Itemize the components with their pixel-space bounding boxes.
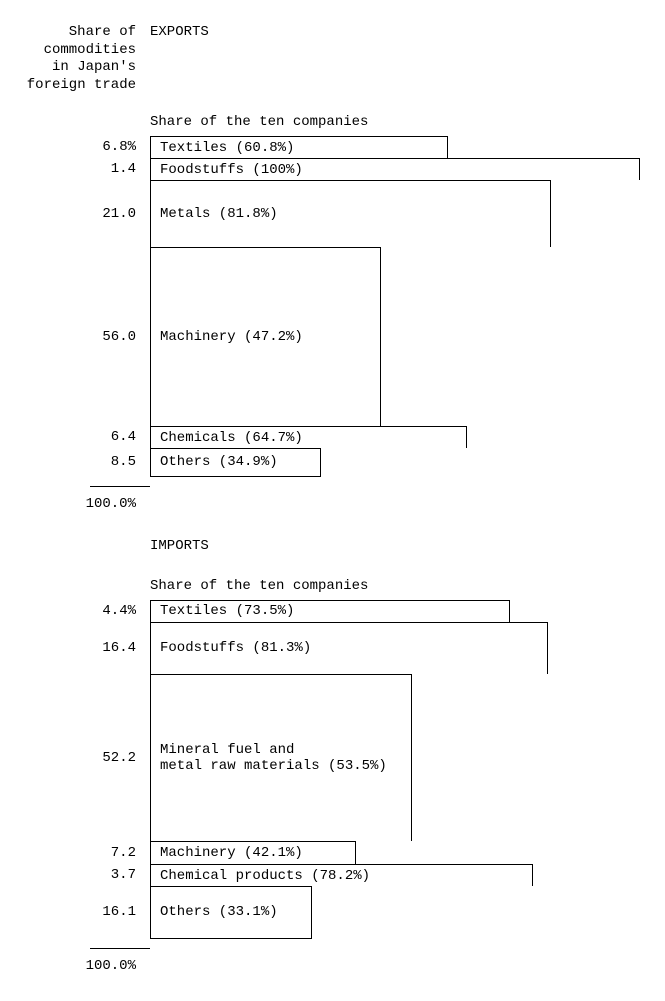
- bar: Others (33.1%): [150, 886, 312, 938]
- bar: Others (34.9%): [150, 448, 321, 475]
- chart-row: 3.7: [0, 864, 150, 886]
- header-row: Share of commodities in Japan's foreign …: [0, 24, 657, 94]
- bar: Mineral fuel and metal raw materials (53…: [150, 674, 412, 841]
- trade-share-column: 6.8%1.421.056.06.48.5: [0, 136, 150, 476]
- trade-share-label: 3.7: [0, 864, 150, 886]
- imports-bars: 4.4%16.452.27.23.716.1Textiles (73.5%)Fo…: [0, 600, 657, 938]
- section-rows-wrap: 4.4%16.452.27.23.716.1Textiles (73.5%)Fo…: [0, 600, 657, 938]
- chart-row: 52.2: [0, 674, 150, 841]
- trade-share-column: 4.4%16.452.27.23.716.1: [0, 600, 150, 938]
- trade-share-label: 6.4: [0, 426, 150, 448]
- chart-root: Share of commodities in Japan's foreign …: [0, 0, 665, 974]
- chart-row: 56.0: [0, 247, 150, 426]
- chart-row: 16.1: [0, 886, 150, 938]
- bars-bottom-border: [150, 476, 321, 477]
- exports-subtitle: Share of the ten companies: [150, 114, 368, 130]
- bar: Foodstuffs (100%): [150, 158, 640, 180]
- chart-row: 4.4%: [0, 600, 150, 622]
- bar: Machinery (47.2%): [150, 247, 381, 426]
- section-title-imports: IMPORTS: [150, 538, 209, 554]
- chart-row: 7.2: [0, 841, 150, 864]
- chart-row: 6.4: [0, 426, 150, 448]
- bar: Textiles (73.5%): [150, 600, 510, 622]
- trade-share-label: 4.4%: [0, 600, 150, 622]
- spacer: [0, 538, 150, 554]
- imports-subtitle-row: Share of the ten companies: [0, 578, 657, 600]
- exports-total-row: 100.0%: [0, 496, 657, 512]
- chart-row: 8.5: [0, 448, 150, 475]
- bars-bottom-border: [150, 938, 312, 939]
- chart-row: 1.4: [0, 158, 150, 180]
- trade-share-label: 52.2: [0, 674, 150, 841]
- trade-share-label: 8.5: [0, 448, 150, 475]
- imports-subtitle: Share of the ten companies: [150, 578, 368, 594]
- bar: Chemical products (78.2%): [150, 864, 533, 886]
- bar: Textiles (60.8%): [150, 136, 448, 158]
- spacer: [0, 114, 150, 136]
- imports-total-rule: [90, 948, 150, 949]
- trade-share-label: 16.1: [0, 886, 150, 938]
- exports-total-rule: [90, 486, 150, 487]
- section-title-exports: EXPORTS: [150, 24, 209, 40]
- trade-share-label: 21.0: [0, 180, 150, 247]
- trade-share-label: 7.2: [0, 841, 150, 864]
- exports-subtitle-row: Share of the ten companies: [0, 114, 657, 136]
- exports-bars: 6.8%1.421.056.06.48.5Textiles (60.8%)Foo…: [0, 136, 657, 476]
- section-0-title-wrap: EXPORTS: [150, 24, 209, 94]
- exports-total: 100.0%: [0, 496, 150, 512]
- imports-title-row: IMPORTS: [0, 538, 657, 554]
- bar: Metals (81.8%): [150, 180, 551, 247]
- section-rows-wrap: 6.8%1.421.056.06.48.5Textiles (60.8%)Foo…: [0, 136, 657, 476]
- trade-share-label: 16.4: [0, 622, 150, 674]
- bar: Chemicals (64.7%): [150, 426, 467, 448]
- exports-total-rule-wrap: [0, 476, 657, 492]
- left-column-header: Share of commodities in Japan's foreign …: [0, 24, 136, 94]
- imports-total-rule-wrap: [0, 938, 657, 954]
- bars-area: Textiles (73.5%)Foodstuffs (81.3%)Minera…: [150, 600, 650, 938]
- chart-row: 6.8%: [0, 136, 150, 158]
- bar: Machinery (42.1%): [150, 841, 356, 864]
- chart-row: 21.0: [0, 180, 150, 247]
- left-column-header-wrap: Share of commodities in Japan's foreign …: [0, 24, 150, 94]
- imports-total-row: 100.0%: [0, 958, 657, 974]
- bar: Foodstuffs (81.3%): [150, 622, 548, 674]
- section-imports: IMPORTS Share of the ten companies 4.4%1…: [0, 538, 657, 974]
- trade-share-label: 6.8%: [0, 136, 150, 158]
- imports-total: 100.0%: [0, 958, 150, 974]
- trade-share-label: 56.0: [0, 247, 150, 426]
- bars-area: Textiles (60.8%)Foodstuffs (100%)Metals …: [150, 136, 650, 476]
- chart-row: 16.4: [0, 622, 150, 674]
- spacer: [0, 578, 150, 600]
- section-exports: Share of the ten companies 6.8%1.421.056…: [0, 114, 657, 512]
- trade-share-label: 1.4: [0, 158, 150, 180]
